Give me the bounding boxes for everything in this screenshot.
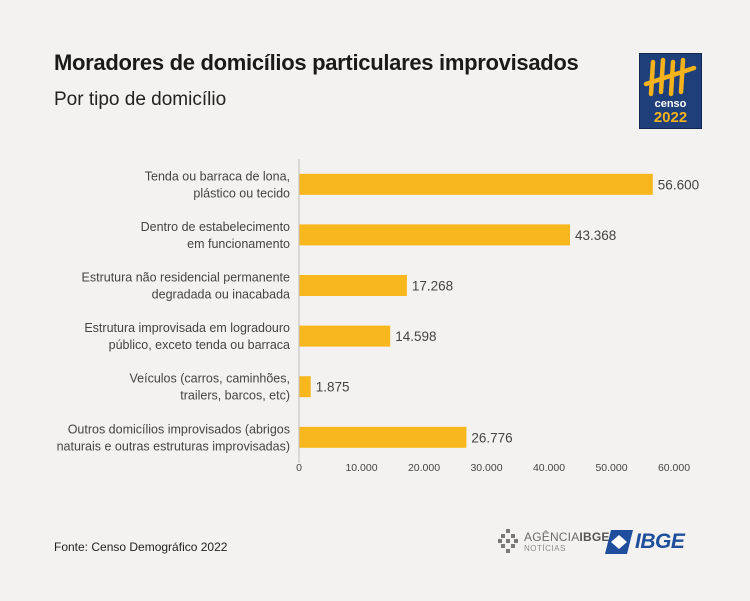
ibge-wordmark: IBGE — [635, 530, 685, 553]
x-tick-label: 50.000 — [595, 462, 627, 474]
category-label: Outros domicílios improvisados (abrigos n… — [57, 422, 290, 453]
data-label: 14.598 — [395, 329, 436, 344]
data-label: 17.268 — [412, 279, 453, 294]
tally-marks-icon: censo 2022 — [643, 57, 697, 126]
agencia-ibge-sub: NOTÍCIAS — [524, 544, 566, 553]
data-label: 43.368 — [575, 228, 616, 243]
bar — [299, 275, 407, 296]
category-label: Estrutura improvisada em logradouro públi… — [84, 321, 290, 352]
x-tick-label: 30.000 — [470, 462, 502, 474]
bar — [299, 325, 391, 347]
category-label: Dentro de estabelecimento em funcionament… — [141, 220, 290, 251]
x-tick-label: 40.000 — [533, 462, 565, 474]
bar — [299, 224, 570, 246]
censo-2022-logo: censo 2022 — [639, 53, 702, 129]
agencia-ibge-wordmark: AGÊNCIAIBGE — [524, 530, 610, 544]
bar — [299, 426, 467, 448]
x-tick-label: 20.000 — [408, 462, 440, 474]
category-label: Tenda ou barraca de lona, plástico ou tec… — [145, 169, 290, 200]
data-label: 56.600 — [658, 177, 699, 192]
category-label: Veículos (carros, caminhões, trailers, ba… — [130, 372, 291, 403]
chart-title: Moradores de domicílios particulares imp… — [54, 50, 579, 75]
ibge-flag-icon — [605, 530, 633, 554]
x-tick-label: 60.000 — [658, 462, 690, 474]
ibge-logo: IBGE — [605, 529, 700, 555]
x-tick-label: 0 — [296, 462, 302, 474]
x-tick-label: 10.000 — [345, 462, 377, 474]
bar — [299, 376, 311, 398]
source-note: Fonte: Censo Demográfico 2022 — [54, 540, 228, 554]
badge-line2: 2022 — [654, 109, 687, 126]
agencia-ibge-icon — [498, 529, 518, 553]
category-label: Estrutura não residencial permanente degr… — [82, 271, 291, 302]
agencia-ibge-logo: AGÊNCIAIBGE NOTÍCIAS — [498, 528, 609, 554]
badge-line1: censo — [655, 98, 687, 110]
bar — [299, 173, 653, 195]
chart-subtitle: Por tipo de domicílio — [54, 89, 227, 110]
data-label: 1.875 — [316, 380, 350, 395]
data-label: 26.776 — [471, 430, 512, 445]
